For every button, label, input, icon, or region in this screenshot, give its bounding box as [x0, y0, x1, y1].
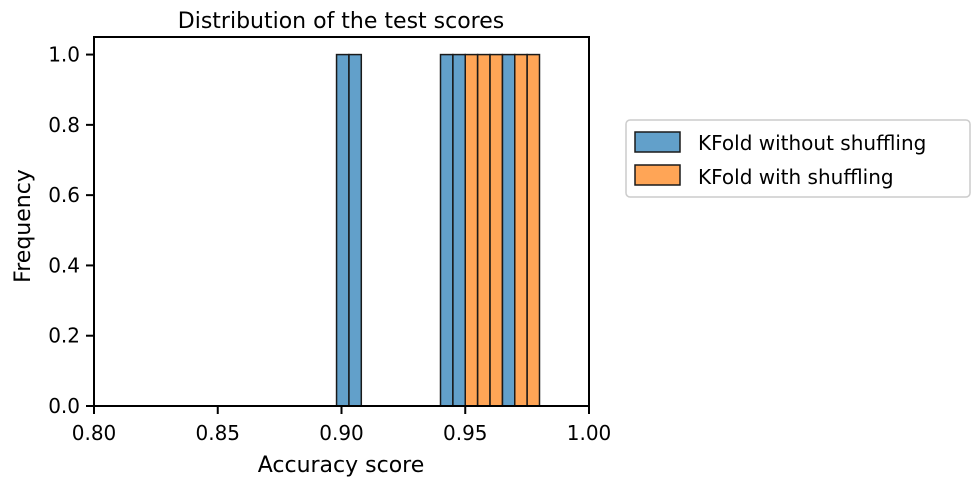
legend-swatch-kfold-with-shuffling — [634, 164, 681, 186]
chart-title: Distribution of the test scores — [178, 9, 504, 34]
bar-series-0-bin-3 — [452, 53, 466, 407]
y-tick-label-5: 1.0 — [48, 43, 80, 67]
x-tick-label-2: 0.90 — [319, 421, 364, 445]
bar-series-0-bin-0 — [335, 53, 350, 407]
bar-series-0-bin-2 — [439, 53, 454, 407]
bar-series-0-bin-4 — [501, 53, 516, 407]
x-tick-label-1: 0.85 — [195, 421, 240, 445]
y-tick-label-1: 0.2 — [48, 324, 80, 348]
x-tick-label-4: 1.00 — [567, 421, 612, 445]
plot-frame — [93, 36, 590, 407]
x-tick-label-0: 0.80 — [72, 421, 117, 445]
y-tick-label-0: 0.0 — [48, 394, 80, 418]
bars-group — [335, 53, 541, 407]
y-axis-label: Frequency — [11, 169, 36, 283]
bar-series-1-bin-3 — [514, 53, 528, 407]
y-tick-label-3: 0.6 — [48, 183, 80, 207]
x-axis-label: Accuracy score — [258, 453, 425, 478]
legend-frame — [625, 119, 971, 198]
y-axis-ticks: 0.0 0.2 0.4 0.6 0.8 1.0 — [48, 43, 94, 418]
bar-series-1-bin-2 — [489, 53, 504, 407]
legend-swatch-kfold-without-shuffling — [634, 131, 681, 153]
bar-series-1-bin-0 — [464, 53, 479, 407]
x-tick-label-3: 0.95 — [443, 421, 488, 445]
bar-series-1-bin-4 — [526, 53, 541, 407]
x-axis-ticks: 0.80 0.85 0.90 0.95 1.00 — [72, 406, 612, 445]
bar-series-0-bin-1 — [348, 53, 363, 407]
legend-label-kfold-without-shuffling: KFold without shuffling — [698, 131, 926, 155]
legend-label-kfold-with-shuffling: KFold with shuffling — [698, 165, 894, 189]
y-tick-label-2: 0.4 — [48, 253, 80, 277]
y-tick-label-4: 0.8 — [48, 113, 80, 137]
bar-series-1-bin-1 — [476, 53, 491, 407]
legend: KFold without shuffling KFold with shuff… — [625, 119, 971, 198]
